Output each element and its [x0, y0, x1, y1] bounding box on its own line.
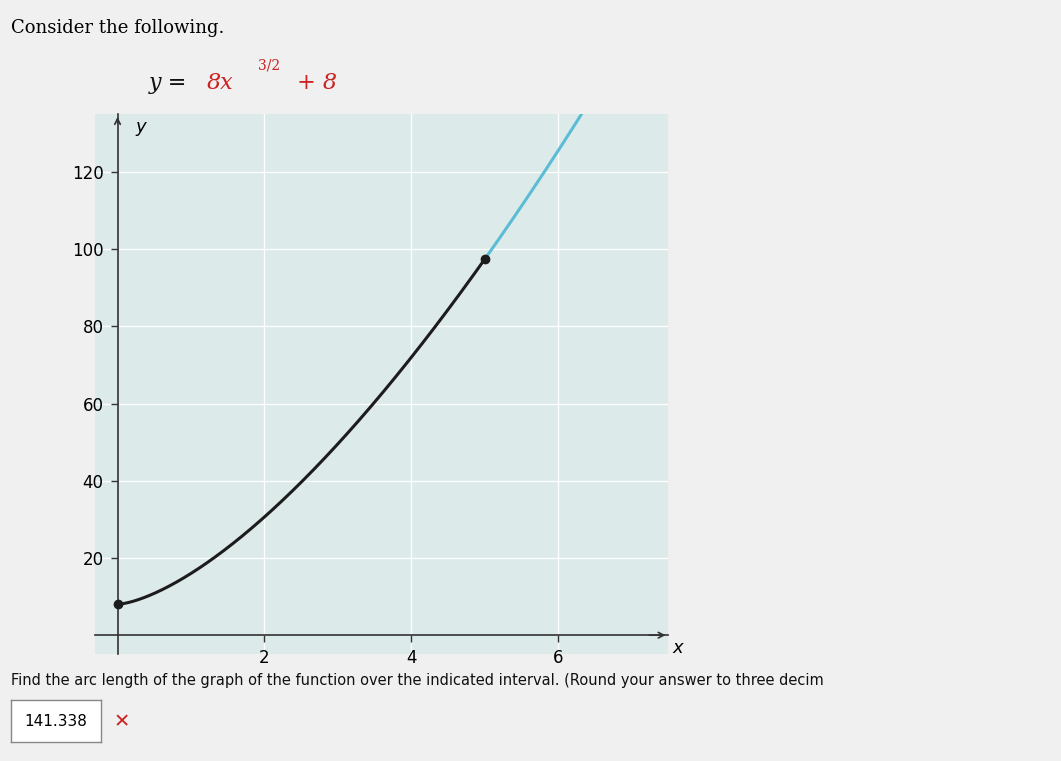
Text: + 8: + 8 — [290, 72, 336, 94]
Text: 3/2: 3/2 — [258, 59, 280, 72]
Text: ✕: ✕ — [114, 712, 129, 731]
Text: x: x — [672, 639, 682, 657]
Text: Consider the following.: Consider the following. — [11, 19, 224, 37]
Text: 8x: 8x — [207, 72, 233, 94]
Text: 141.338: 141.338 — [24, 714, 87, 728]
Text: y =: y = — [149, 72, 194, 94]
Text: Find the arc length of the graph of the function over the indicated interval. (R: Find the arc length of the graph of the … — [11, 673, 823, 689]
Text: y: y — [136, 118, 146, 136]
